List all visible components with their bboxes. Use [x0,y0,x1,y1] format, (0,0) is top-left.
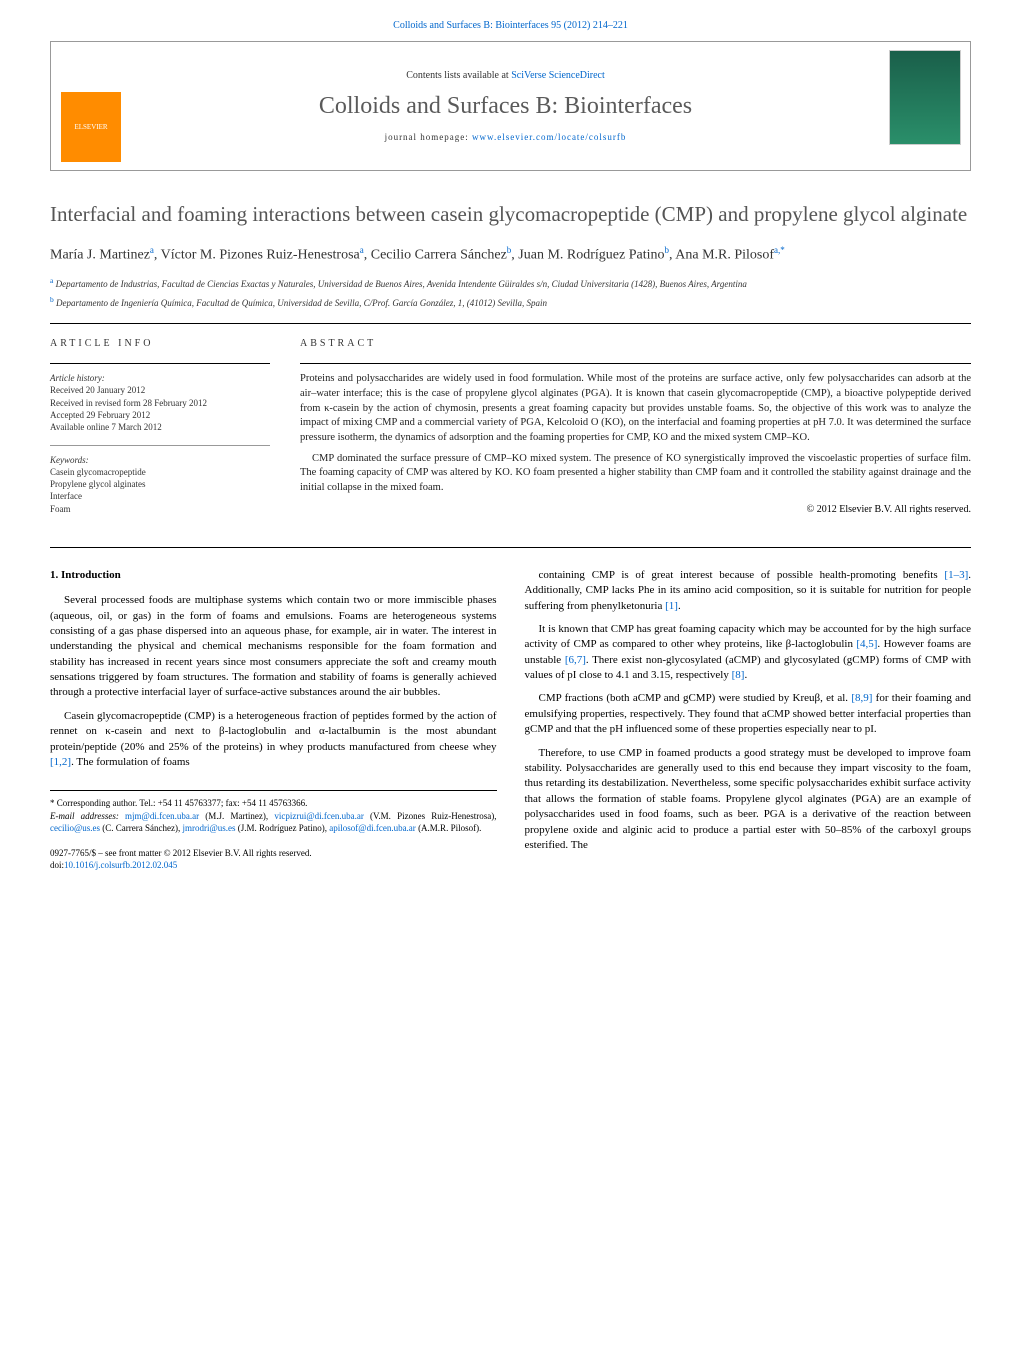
abstract-column: abstract Proteins and polysaccharides ar… [300,338,971,526]
keywords-block: Keywords: Casein glycomacropeptide Propyl… [50,454,270,515]
author-list: María J. Martineza, Víctor M. Pizones Ru… [50,244,971,266]
doi-block: 0927-7765/$ – see front matter © 2012 El… [50,848,497,871]
author-email-link[interactable]: jmrodri@us.es [183,823,236,833]
email-addresses: E-mail addresses: mjm@di.fcen.uba.ar (M.… [50,810,497,834]
publisher-logo-container: ELSEVIER [51,42,131,170]
body-paragraph: CMP fractions (both aCMP and gCMP) were … [525,691,972,737]
email-attribution: (M.J. Martinez) [205,811,266,821]
contents-prefix: Contents lists available at [406,70,511,81]
abstract-copyright: © 2012 Elsevier B.V. All rights reserved… [300,504,971,515]
author-email-link[interactable]: vicpizrui@di.fcen.uba.ar [274,811,364,821]
journal-reference: Colloids and Surfaces B: Biointerfaces 9… [50,20,971,31]
body-columns: 1. Introduction Several processed foods … [50,568,971,871]
keyword: Foam [50,504,71,514]
affiliation: a Departamento de Industrias, Facultad d… [50,276,971,291]
section-heading-intro: 1. Introduction [50,568,497,583]
email-attribution: (V.M. Pizones Ruiz-Henestrosa) [370,811,494,821]
affiliations: a Departamento de Industrias, Facultad d… [50,276,971,309]
email-attribution: (C. Carrera Sánchez) [102,823,178,833]
keyword: Casein glycomacropeptide [50,467,146,477]
body-paragraph: It is known that CMP has great foaming c… [525,622,972,684]
scidirect-link[interactable]: SciVerse ScienceDirect [511,70,605,81]
history-line: Accepted 29 February 2012 [50,410,150,420]
info-abstract-row: article info Article history: Received 2… [50,338,971,526]
info-subrule [50,445,270,446]
article-info-column: article info Article history: Received 2… [50,338,270,526]
keyword: Propylene glycol alginates [50,479,145,489]
author-email-link[interactable]: mjm@di.fcen.uba.ar [125,811,199,821]
journal-cover-container [880,42,970,170]
divider-bottom [50,547,971,548]
email-attribution: (A.M.R. Pilosof) [418,823,479,833]
email-attribution: (J.M. Rodríguez Patino) [238,823,325,833]
body-right-column: containing CMP is of great interest beca… [525,568,972,871]
journal-header-box: ELSEVIER Contents lists available at Sci… [50,41,971,171]
affiliation: b Departamento de Ingeniería Química, Fa… [50,295,971,310]
abstract-text: Proteins and polysaccharides are widely … [300,372,971,496]
body-paragraph: Several processed foods are multiphase s… [50,593,497,701]
body-paragraph: Casein glycomacropeptide (CMP) is a hete… [50,709,497,771]
info-rule [50,363,270,364]
article-title: Interfacial and foaming interactions bet… [50,201,971,228]
doi-line: doi:10.1016/j.colsurfb.2012.02.045 [50,860,497,872]
history-line: Received 20 January 2012 [50,385,145,395]
keywords-label: Keywords: [50,455,89,465]
author-email-link[interactable]: apilosof@di.fcen.uba.ar [329,823,416,833]
doi-prefix: doi: [50,860,64,870]
elsevier-logo: ELSEVIER [61,92,121,162]
keyword: Interface [50,491,82,501]
abstract-rule [300,363,971,364]
history-label: Article history: [50,373,105,383]
body-left-column: 1. Introduction Several processed foods … [50,568,497,871]
divider-top [50,323,971,324]
body-paragraph: Therefore, to use CMP in foamed products… [525,746,972,854]
history-line: Received in revised form 28 February 201… [50,398,207,408]
corresponding-author-note: * Corresponding author. Tel.: +54 11 457… [50,797,497,809]
abstract-paragraph: Proteins and polysaccharides are widely … [300,372,971,445]
article-info-label: article info [50,338,270,353]
emails-label: E-mail addresses: [50,811,119,821]
history-line: Available online 7 March 2012 [50,422,162,432]
body-paragraph: containing CMP is of great interest beca… [525,568,972,614]
footnotes: * Corresponding author. Tel.: +54 11 457… [50,790,497,833]
article-history: Article history: Received 20 January 201… [50,372,270,433]
author-email-link[interactable]: cecilio@us.es [50,823,100,833]
abstract-paragraph: CMP dominated the surface pressure of CM… [300,452,971,496]
journal-cover-thumbnail [889,50,961,145]
abstract-label: abstract [300,338,971,353]
contents-available-line: Contents lists available at SciVerse Sci… [406,70,605,81]
doi-link[interactable]: 10.1016/j.colsurfb.2012.02.045 [64,860,177,870]
front-matter-line: 0927-7765/$ – see front matter © 2012 El… [50,848,497,860]
journal-title: Colloids and Surfaces B: Biointerfaces [319,93,692,120]
homepage-line: journal homepage: www.elsevier.com/locat… [385,132,627,142]
homepage-prefix: journal homepage: [385,132,472,142]
header-center: Contents lists available at SciVerse Sci… [131,42,880,170]
homepage-link[interactable]: www.elsevier.com/locate/colsurfb [472,132,626,142]
